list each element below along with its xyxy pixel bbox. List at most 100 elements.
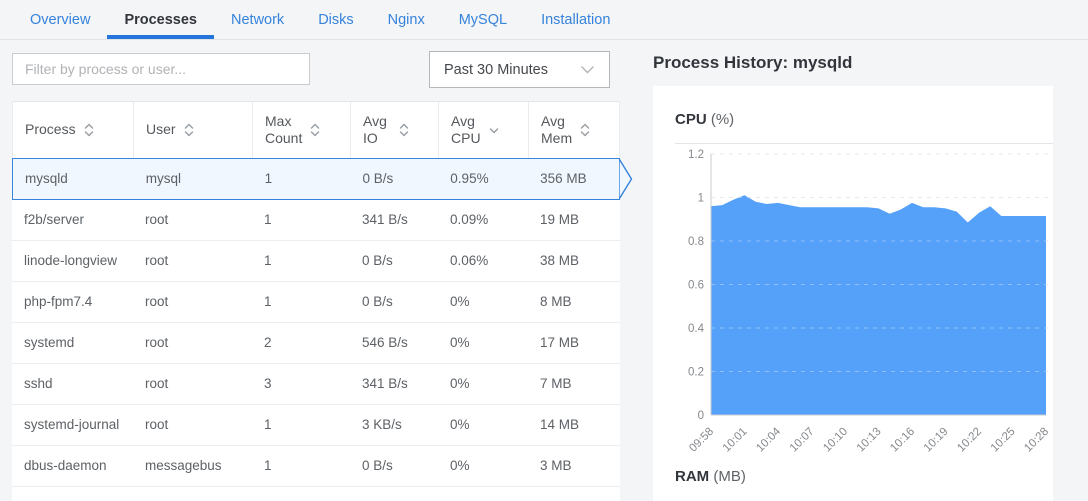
cell-process: php-fpm7.4 <box>24 293 93 309</box>
cell-avg-io: 0 B/s <box>362 252 393 268</box>
cell-avg-io: 546 B/s <box>362 334 408 350</box>
cell-avg-cpu: 0.06% <box>450 252 489 268</box>
cell-max-count: 1 <box>264 293 272 309</box>
cell-process: systemd-logind <box>12 487 133 501</box>
column-label: Avg CPU <box>451 112 481 147</box>
tab-installation[interactable]: Installation <box>541 11 611 28</box>
cell-max-count: 1 <box>264 457 272 473</box>
cell-max-count: 1 <box>264 252 272 268</box>
cell-avg-io: 0 B/s <box>362 293 393 309</box>
column-label: Process <box>25 121 76 138</box>
cell-avg-mem: 8 MB <box>540 293 572 309</box>
svg-text:0.8: 0.8 <box>688 236 704 248</box>
cell-avg-cpu: 0% <box>450 416 470 432</box>
svg-text:10:13: 10:13 <box>855 426 884 455</box>
process-history-panel: Process History: mysqld CPU (%) 0 0.2 0.4 0… <box>640 40 1088 501</box>
table-row-php-fpm7-4[interactable]: php-fpm7.4 root 1 0 B/s 0% 8 MB <box>12 282 620 323</box>
table-row-sshd[interactable]: sshd root 3 341 B/s 0% 7 MB <box>12 364 620 405</box>
ram-chart-unit: (MB) <box>713 468 746 485</box>
table-row-linode-longview[interactable]: linode-longview root 1 0 B/s 0.06% 38 MB <box>12 241 620 282</box>
svg-text:10:01: 10:01 <box>721 426 750 455</box>
cell-avg-mem: 17 MB <box>540 334 580 350</box>
cell-avg-mem: 4 MB <box>528 487 620 501</box>
cell-avg-cpu: 0% <box>450 375 470 391</box>
svg-text:0.2: 0.2 <box>688 367 704 379</box>
process-list-section: Past 30 Minutes Process User Max Count Avg … <box>0 40 640 501</box>
cell-max-count: 2 <box>264 334 272 350</box>
cpu-area-chart: 00.20.40.60.811.209:58 10:01 10:04 10:07 10:… <box>687 149 1051 454</box>
cell-avg-mem: 19 MB <box>540 211 580 227</box>
sort-descending-icon <box>489 128 498 134</box>
cpu-chart-label: CPU <box>675 111 707 128</box>
column-header-user[interactable]: User <box>133 102 252 158</box>
cell-max-count: 3 <box>264 375 272 391</box>
column-label: User <box>146 121 176 138</box>
cell-avg-mem: 356 MB <box>540 170 587 186</box>
cell-max-count: 1 <box>252 487 350 501</box>
x-axis-labels: 09:58 10:01 10:04 10:07 10:10 10:13 10:16 10:19… <box>687 425 1051 454</box>
cell-user: root <box>145 293 169 309</box>
cell-avg-io: 341 B/s <box>362 211 408 227</box>
cell-user: mysql <box>145 170 182 186</box>
main-area: Past 30 Minutes Process User Max Count Avg … <box>0 40 1088 501</box>
sort-both-icon <box>399 123 409 137</box>
cell-avg-mem: 38 MB <box>540 252 580 268</box>
cell-avg-cpu: 0% <box>450 457 470 473</box>
cell-process: sshd <box>24 375 53 391</box>
tab-nginx[interactable]: Nginx <box>387 11 425 28</box>
tab-processes[interactable]: Processes <box>107 0 214 39</box>
chart-gridlines-overlay <box>711 153 1048 372</box>
cell-avg-cpu: 0% <box>450 334 470 350</box>
cell-max-count: 1 <box>264 211 272 227</box>
table-row-systemd-logind[interactable]: systemd-logindroot10 B/s0%4 MB <box>12 487 620 501</box>
tab-disks[interactable]: Disks <box>318 11 354 28</box>
column-label: Avg Mem <box>541 112 573 147</box>
tab-mysql[interactable]: MySQL <box>458 11 508 28</box>
column-header-avg-mem[interactable]: Avg Mem <box>528 102 620 158</box>
table-row-systemd-journal[interactable]: systemd-journal root 1 3 KB/s 0% 14 MB <box>12 405 620 446</box>
table-row-systemd[interactable]: systemd root 2 546 B/s 0% 17 MB <box>12 323 620 364</box>
column-header-avg-io[interactable]: Avg IO <box>350 102 438 158</box>
cell-user: root <box>145 211 169 227</box>
sort-both-icon <box>311 123 320 137</box>
table-row-mysqld[interactable]: mysqld mysql 1 0 B/s 0.95% 356 MB <box>12 158 633 200</box>
selected-row-arrow-icon <box>619 158 633 200</box>
divider <box>675 143 1053 144</box>
cell-process: linode-longview <box>24 252 118 268</box>
column-header-max-count[interactable]: Max Count <box>252 102 350 158</box>
table-row-dbus-daemon[interactable]: dbus-daemon messagebus 1 0 B/s 0% 3 MB <box>12 446 620 487</box>
svg-text:0: 0 <box>698 410 704 422</box>
table-row-f2b-server[interactable]: f2b/server root 1 341 B/s 0.09% 19 MB <box>12 200 620 241</box>
tab-network[interactable]: Network <box>231 11 285 28</box>
cpu-chart-title: CPU (%) <box>675 111 1053 128</box>
cpu-usage-area <box>711 195 1046 415</box>
cell-max-count: 1 <box>264 416 272 432</box>
history-card: CPU (%) 0 0.2 0.4 0.6 0.8 1 1.2 09:58 10:01 10:04… <box>653 86 1053 501</box>
column-header-process[interactable]: Process <box>12 102 133 158</box>
svg-text:10:04: 10:04 <box>754 425 783 454</box>
svg-text:10:10: 10:10 <box>821 426 850 455</box>
svg-text:10:19: 10:19 <box>922 426 951 455</box>
tab-overview[interactable]: Overview <box>30 11 91 28</box>
cell-user: messagebus <box>145 457 222 473</box>
tab-bar: Overview Processes Network Disks Nginx MySQL I… <box>0 0 1088 40</box>
time-range-value: Past 30 Minutes <box>444 61 548 78</box>
table-header: Process User Max Count Avg IO Avg CPU Avg Mem <box>12 101 620 158</box>
cell-avg-io: 0 B/s <box>350 487 438 501</box>
cell-user: root <box>145 252 169 268</box>
svg-text:09:58: 09:58 <box>687 426 716 455</box>
cell-user: root <box>145 375 169 391</box>
time-range-select[interactable]: Past 30 Minutes <box>429 51 610 88</box>
cell-process: dbus-daemon <box>24 457 107 473</box>
column-label: Avg IO <box>363 112 387 147</box>
cell-avg-io: 0 B/s <box>362 457 393 473</box>
cell-avg-mem: 14 MB <box>540 416 580 432</box>
cell-avg-io: 341 B/s <box>362 375 408 391</box>
svg-text:10:07: 10:07 <box>788 426 817 455</box>
column-header-avg-cpu[interactable]: Avg CPU <box>438 102 528 158</box>
sort-both-icon <box>184 123 193 137</box>
process-filter-input[interactable] <box>12 53 310 85</box>
svg-text:10:25: 10:25 <box>989 426 1018 455</box>
sort-both-icon <box>84 123 93 137</box>
svg-text:0.4: 0.4 <box>688 323 705 335</box>
